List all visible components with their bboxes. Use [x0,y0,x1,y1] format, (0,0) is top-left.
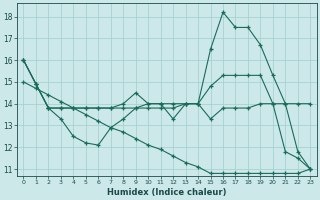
X-axis label: Humidex (Indice chaleur): Humidex (Indice chaleur) [107,188,227,197]
